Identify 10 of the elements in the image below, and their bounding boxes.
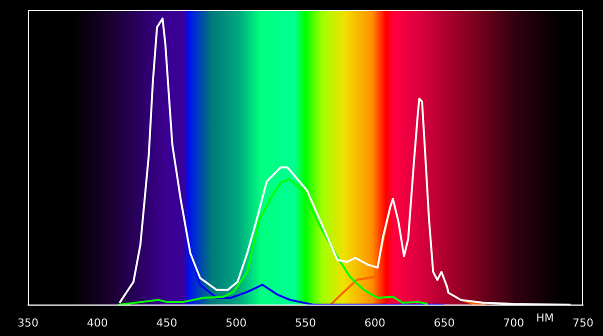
x-tick-label: 650: [434, 316, 455, 330]
x-tick-label: 500: [226, 316, 247, 330]
x-tick-label: 350: [18, 316, 38, 330]
x-tick-label: 450: [156, 316, 178, 330]
x-tick-label: 400: [86, 316, 108, 330]
x-tick-label: 750: [572, 316, 594, 330]
x-tick-label: 550: [295, 316, 316, 330]
x-axis-title: НМ: [536, 312, 554, 325]
x-tick-label: 600: [364, 316, 386, 330]
x-tick-label: 700: [503, 316, 524, 330]
